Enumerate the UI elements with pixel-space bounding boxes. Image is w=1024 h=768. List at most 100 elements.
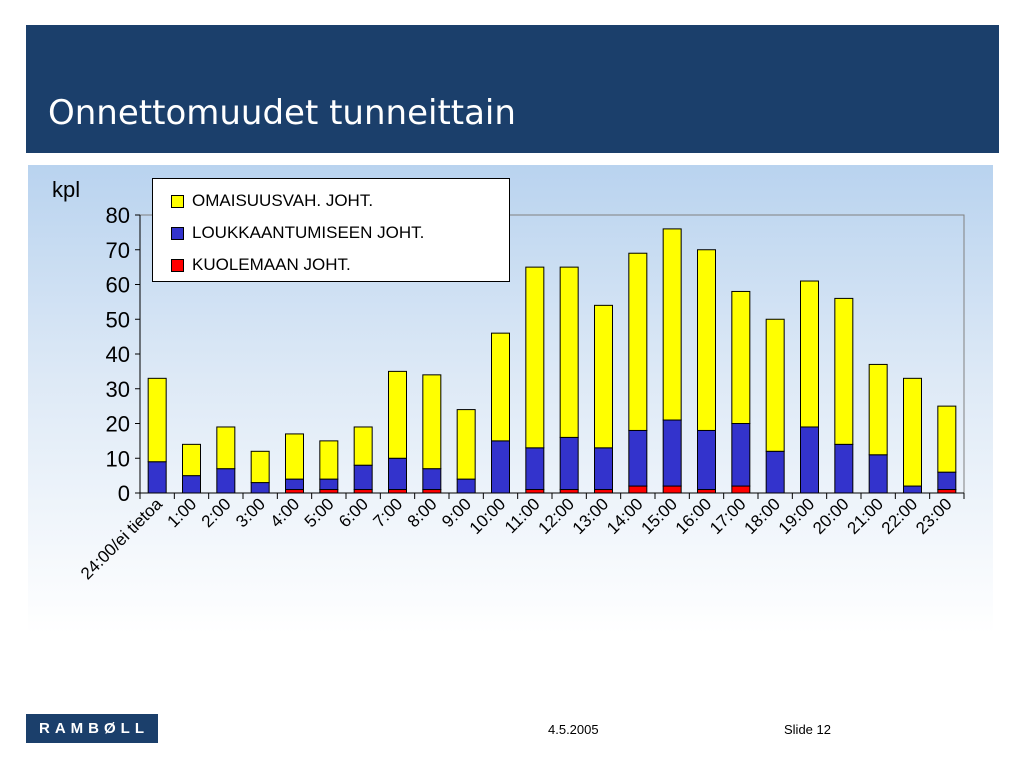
x-tick-label: 17:00 xyxy=(706,494,750,538)
y-axis-label: kpl xyxy=(52,177,81,202)
y-tick-label: 50 xyxy=(106,307,130,332)
bar-segment xyxy=(903,377,922,487)
bar-segment xyxy=(182,443,201,477)
x-tick-label: 21:00 xyxy=(843,494,887,538)
chart-panel: 0 10 20 30 40 50 60 70 80 24:00/ei tietoa 1:00 2:00… xyxy=(28,165,993,634)
bar-segment xyxy=(628,485,648,494)
bar-segment xyxy=(834,443,854,494)
bar-segment xyxy=(182,475,201,494)
legend-item: KUOLEMAAN JOHT. xyxy=(171,249,509,281)
bar-segment xyxy=(525,447,545,491)
x-tick-label: 4:00 xyxy=(266,494,303,531)
bar-segment xyxy=(765,318,785,452)
bar-segment xyxy=(216,426,236,470)
legend-swatch xyxy=(171,226,184,240)
bar-segment xyxy=(319,440,339,480)
chart-legend: OMAISUUSVAH. JOHT. LOUKKAANTUMISEEN JOHT.… xyxy=(152,178,510,282)
x-tick-label: 5:00 xyxy=(301,494,338,531)
bar-segment xyxy=(388,489,407,494)
legend-label: OMAISUUSVAH. JOHT. xyxy=(192,191,374,210)
legend-item: OMAISUUSVAH. JOHT. xyxy=(171,185,509,217)
x-tick-label: 20:00 xyxy=(809,494,853,538)
bar-segment xyxy=(285,433,304,480)
bar-segment xyxy=(491,440,510,494)
bar-segment xyxy=(388,457,407,491)
y-tick-label: 60 xyxy=(106,273,130,298)
bar-segment xyxy=(765,450,785,494)
bar-segment xyxy=(628,252,648,431)
bar-segment xyxy=(697,429,716,491)
bar-segment xyxy=(456,478,476,494)
bar-segment xyxy=(903,485,922,494)
x-tick-label: 7:00 xyxy=(369,494,406,531)
bar-segment xyxy=(937,471,957,491)
bar-segment xyxy=(868,363,888,456)
stacked-bar-chart: 0 10 20 30 40 50 60 70 80 24:00/ei tietoa1:002:00… xyxy=(77,203,965,583)
y-tick-label: 70 xyxy=(106,238,130,263)
y-tick-label: 40 xyxy=(106,342,130,367)
y-tick-label: 30 xyxy=(106,377,130,402)
bar-segment xyxy=(731,290,751,424)
x-tick-label: 22:00 xyxy=(878,494,922,538)
x-tick-label: 18:00 xyxy=(740,494,784,538)
y-tick-label: 10 xyxy=(106,446,130,471)
bar-segment xyxy=(422,489,442,494)
x-tick-label: 24:00/ei tietoa xyxy=(77,494,166,583)
bar-segment xyxy=(353,464,373,491)
bar-segment xyxy=(594,489,613,494)
footer-date: 4.5.2005 xyxy=(548,722,599,737)
bar-segment xyxy=(525,489,545,494)
bar-segment xyxy=(731,423,751,487)
bar-segment xyxy=(525,266,545,449)
bar-segment xyxy=(353,426,373,466)
bar-segment xyxy=(800,280,819,428)
bar-segment xyxy=(697,249,716,431)
bar-segment xyxy=(594,447,613,491)
bar-segment xyxy=(285,489,304,494)
bar-segment xyxy=(147,377,167,463)
bar-segment xyxy=(662,228,682,421)
x-tick-label: 1:00 xyxy=(163,494,200,531)
bar-segment xyxy=(285,478,304,491)
x-tick-label: 3:00 xyxy=(232,494,269,531)
legend-swatch xyxy=(171,258,184,272)
bar-segment xyxy=(319,489,339,494)
bar-segment xyxy=(319,478,339,491)
x-tick-label: 13:00 xyxy=(569,494,613,538)
bar-segment xyxy=(491,332,510,442)
bar-segment xyxy=(388,370,407,459)
bar-segment xyxy=(834,297,854,445)
legend-swatch xyxy=(171,194,184,208)
y-tick-label: 80 xyxy=(106,203,130,228)
bar-segment xyxy=(697,489,716,494)
footer-slide-number: Slide 12 xyxy=(784,722,831,737)
bar-segment xyxy=(559,436,579,491)
bar-segment xyxy=(559,266,579,438)
x-tick-label: 11:00 xyxy=(501,494,544,537)
x-tick-label: 14:00 xyxy=(603,494,647,538)
y-tick-label: 0 xyxy=(118,481,130,506)
y-tick-label: 20 xyxy=(106,412,130,437)
bar-segment xyxy=(937,489,957,494)
x-tick-label: 12:00 xyxy=(534,494,578,538)
legend-label: KUOLEMAAN JOHT. xyxy=(192,255,351,274)
x-tick-label: 19:00 xyxy=(775,494,819,538)
legend-label: LOUKKAANTUMISEEN JOHT. xyxy=(192,223,425,242)
bar-segment xyxy=(559,489,579,494)
bar-segment xyxy=(353,489,373,494)
x-tick-label: 6:00 xyxy=(335,494,372,531)
bar-segment xyxy=(662,419,682,487)
x-tick-label: 16:00 xyxy=(672,494,716,538)
bar-segment xyxy=(594,304,613,449)
bar-segment xyxy=(456,409,476,480)
bar-segment xyxy=(422,374,442,470)
bar-segment xyxy=(937,405,957,473)
title-bar: Onnettomuudet tunneittain xyxy=(26,25,999,153)
bar-segment xyxy=(800,426,819,494)
bar-segment xyxy=(216,468,236,494)
x-tick-label: 23:00 xyxy=(912,494,956,538)
bar-segment xyxy=(147,461,167,494)
ramboll-logo: RAMBØLL xyxy=(26,714,158,743)
legend-item: LOUKKAANTUMISEEN JOHT. xyxy=(171,217,509,249)
x-tick-label: 2:00 xyxy=(198,494,235,531)
